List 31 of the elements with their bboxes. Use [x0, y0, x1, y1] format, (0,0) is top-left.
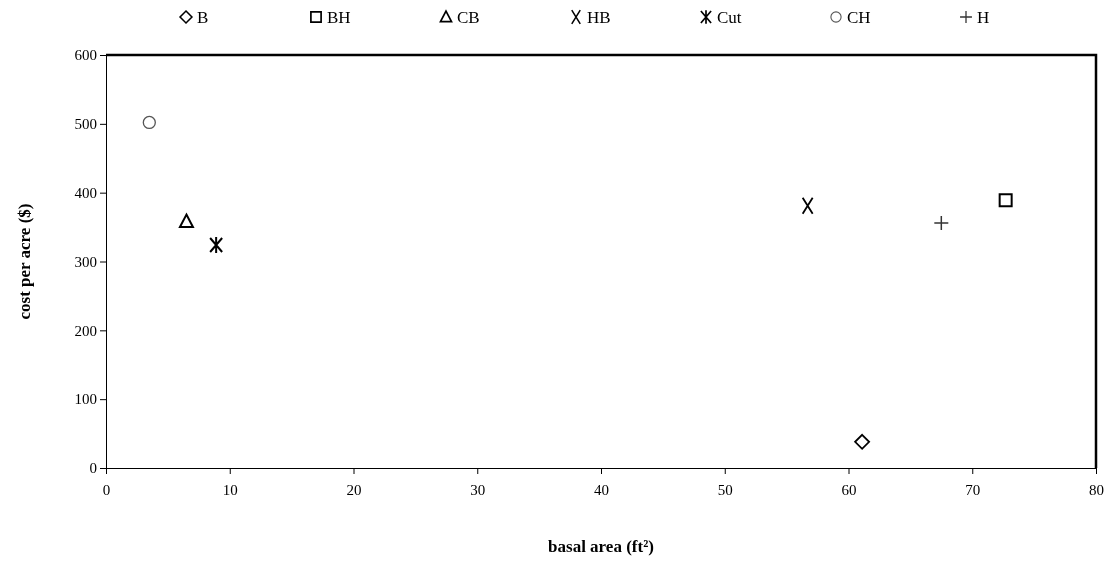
legend-label: Cut [717, 8, 742, 27]
x-axis-title: basal area (ft²) [548, 537, 654, 556]
legend-label: CB [457, 8, 480, 27]
point [178, 213, 194, 229]
point [998, 193, 1013, 208]
y-tick-label: 200 [74, 322, 97, 339]
legend-label: CH [847, 8, 871, 27]
point [142, 115, 156, 130]
legend-label: B [197, 8, 209, 27]
y-tick-label: 100 [74, 391, 97, 408]
x-tick-label: 50 [717, 482, 733, 498]
x-tick-label: 80 [1089, 482, 1104, 498]
legend-label: H [977, 8, 990, 27]
y-tick-label: 300 [74, 253, 97, 270]
x-tick-label: 60 [841, 482, 857, 498]
y-tick-label: 600 [74, 47, 97, 64]
point [209, 235, 224, 254]
y-tick-label: 500 [74, 116, 97, 133]
y-tick-label: 400 [74, 184, 97, 201]
x-tick-label: 40 [594, 482, 609, 498]
x-tick-label: 30 [470, 482, 486, 498]
legend-label: HB [587, 8, 611, 27]
y-axis-title: cost per acre ($) [15, 203, 34, 320]
x-tick-label: 0 [102, 482, 111, 498]
x-tick-label: 10 [222, 482, 238, 498]
point [933, 215, 950, 231]
point [854, 433, 871, 450]
x-tick-label: 20 [346, 482, 362, 498]
y-tick-label: 0 [89, 460, 97, 477]
legend-label: BH [327, 8, 351, 27]
x-tick-label: 70 [965, 482, 981, 498]
